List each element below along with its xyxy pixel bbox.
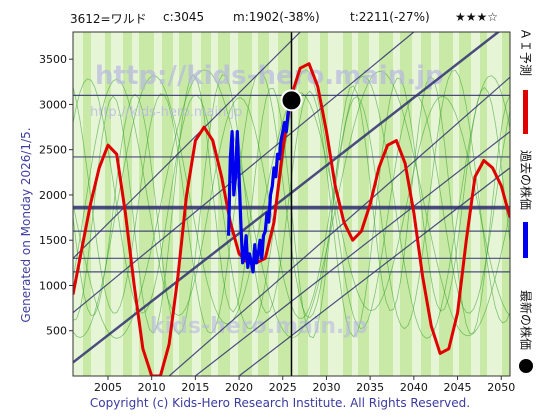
legend-ai-forecast-swatch xyxy=(523,90,528,134)
background-band xyxy=(343,32,353,376)
x-tick-label: 2045 xyxy=(444,381,472,394)
background-band xyxy=(352,32,359,376)
current-price-label: c:3045 xyxy=(163,10,205,24)
series-lines xyxy=(73,62,510,376)
background-band xyxy=(73,32,84,376)
y-tick-label: 3500 xyxy=(39,53,67,66)
x-tick-label: 2050 xyxy=(487,381,515,394)
background-band xyxy=(192,32,202,376)
y-tick-label: 2500 xyxy=(39,144,67,157)
legend-latest-price-label: 最新の株価 xyxy=(518,289,533,351)
y-tick-label: 3000 xyxy=(39,98,67,111)
watermark-line-2: http://kids-hero.main.jp xyxy=(90,105,242,120)
x-tick-label: 2010 xyxy=(138,381,166,394)
min-price-label: m:1902(-38%) xyxy=(233,10,320,24)
x-axis-ticks: 2005 2010 2015 2020 2025 2030 2035 2040 2045 2050 xyxy=(94,376,515,394)
x-tick-label: 2005 xyxy=(94,381,122,394)
rating-stars: ★★★☆ xyxy=(455,10,499,24)
x-tick-label: 2030 xyxy=(312,381,340,394)
background-band xyxy=(154,32,163,376)
y-tick-label: 500 xyxy=(46,325,67,338)
x-tick-label: 2025 xyxy=(269,381,297,394)
trend-channel-line xyxy=(168,76,510,376)
trend-channel-line xyxy=(73,32,301,259)
background-band xyxy=(139,32,155,376)
x-tick-label: 2040 xyxy=(400,381,428,394)
background-band xyxy=(393,32,401,376)
background-band xyxy=(471,32,481,376)
y-tick-label: 1500 xyxy=(39,234,67,247)
background-band xyxy=(83,32,92,376)
y-tick-label: 1000 xyxy=(39,279,67,292)
trend-channel-line xyxy=(194,131,510,376)
background-band xyxy=(298,32,309,376)
background-band xyxy=(480,32,488,376)
plot-frame xyxy=(72,31,511,377)
y-axis-ticks: 500 1000 1500 2000 2500 3000 3500 xyxy=(39,53,73,338)
trend-channel-line xyxy=(73,32,415,314)
latest-price-marker xyxy=(280,89,303,112)
background-band xyxy=(173,32,180,376)
background-band xyxy=(431,32,440,376)
background-band xyxy=(379,32,394,376)
background-band xyxy=(230,32,239,376)
background-band xyxy=(320,32,329,376)
watermark: http://kids-hero.main.jp http://kids-her… xyxy=(90,61,444,339)
background-band xyxy=(308,32,321,376)
background-band xyxy=(211,32,219,376)
ticker-label: 3612=ワルド xyxy=(70,12,147,26)
copyright-footer: Copyright (c) Kids-Hero Research Institu… xyxy=(89,396,471,410)
background-band xyxy=(201,32,212,376)
background-band xyxy=(291,32,299,376)
background-band xyxy=(421,32,432,376)
background-band xyxy=(453,32,460,376)
x-tick-label: 2035 xyxy=(356,381,384,394)
legend-ai-forecast-label: ＡＩ予測 xyxy=(518,27,533,77)
background-band xyxy=(252,32,259,376)
background-band xyxy=(132,32,140,376)
y-tick-label: 2000 xyxy=(39,189,67,202)
x-tick-label: 2015 xyxy=(181,381,209,394)
x-tick-label: 2020 xyxy=(225,381,253,394)
background-band xyxy=(238,32,253,376)
legend-latest-price-dot xyxy=(519,359,533,373)
background-band xyxy=(369,32,380,376)
legend-past-price-label: 過去の株価 xyxy=(518,149,533,211)
chart-header: 3612=ワルド c:3045 m:1902(-38%) t:2211(-27%… xyxy=(70,10,510,28)
trend-channel-line xyxy=(238,167,510,376)
background-band xyxy=(162,32,174,376)
target-price-label: t:2211(-27%) xyxy=(350,10,430,24)
legend-past-price-swatch xyxy=(523,222,528,258)
background-band xyxy=(105,32,112,376)
background-band xyxy=(358,32,370,376)
guide-lines xyxy=(73,32,510,376)
background-band xyxy=(269,32,279,376)
watermark-line-1: http://kids-hero.main.jp xyxy=(95,61,444,91)
past-price-line xyxy=(227,99,293,274)
